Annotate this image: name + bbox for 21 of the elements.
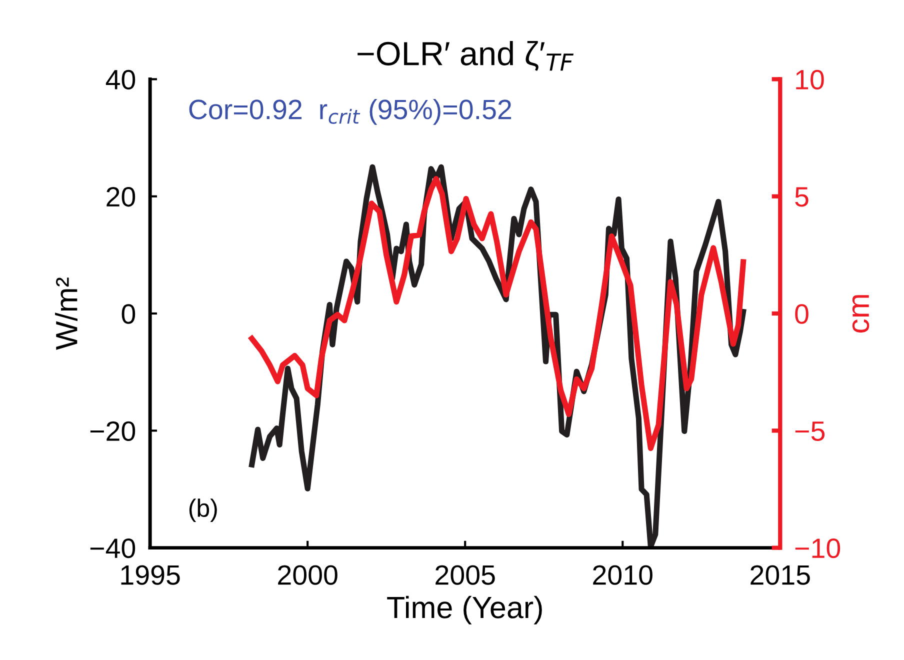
x-tick-label: 1995 [121, 565, 180, 585]
y-tick-label: 20 [106, 187, 136, 207]
y2-tick-label: 0 [795, 304, 808, 324]
y2-tick-label: −5 [795, 422, 825, 441]
x-tick-label: 2000 [278, 565, 338, 585]
x-tick-label: 2005 [436, 565, 495, 585]
y-tick-label: −20 [90, 421, 136, 441]
chart-title: −OLR′ and ζ′$_{TF}$ [358, 40, 574, 71]
y-tick-label: 0 [122, 304, 136, 324]
y2-tick-label: 10 [796, 70, 824, 90]
annotation: (b) [189, 498, 217, 522]
y-tick-label: −40 [90, 538, 136, 558]
y-tick-label: 40 [106, 70, 136, 90]
y2-axis-title: cm [852, 295, 870, 333]
y2-tick-label: −10 [795, 538, 840, 558]
y-axis-title: W/m² [55, 278, 78, 350]
x-axis-title: Time (Year) [387, 596, 542, 624]
x-tick-label: 2010 [593, 565, 652, 585]
y2-tick-label: 5 [795, 187, 808, 207]
annotation: Cor=0.92 r$_{crit}$ (95%)=0.52 [189, 98, 512, 125]
x-tick-label: 2015 [750, 565, 810, 585]
